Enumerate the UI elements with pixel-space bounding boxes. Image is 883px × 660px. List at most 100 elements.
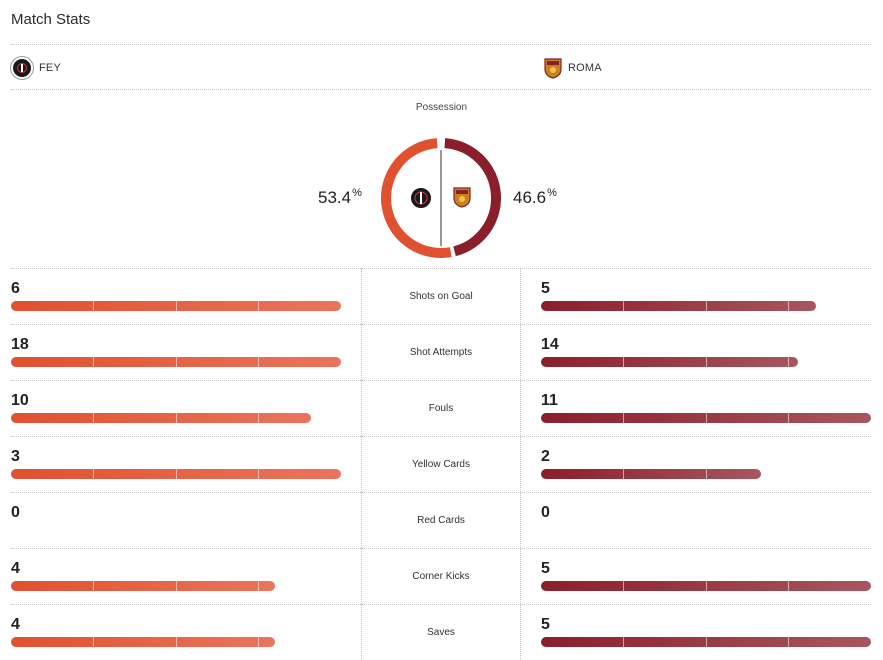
- bar-segment-divider: [93, 357, 94, 367]
- away-team: ROMA: [544, 57, 602, 79]
- bar-segment-divider: [258, 357, 259, 367]
- home-stat-value: 0: [11, 504, 20, 521]
- away-stat-bar: [541, 357, 798, 367]
- home-stat-value: 4: [11, 560, 20, 577]
- bar-segment-divider: [706, 637, 707, 647]
- bar-segment-divider: [788, 581, 789, 591]
- away-stat-bar: [541, 301, 816, 311]
- column-divider: [520, 324, 521, 380]
- column-divider: [361, 380, 362, 436]
- away-stat-value: 11: [541, 392, 558, 409]
- away-possession-arc: [444, 138, 501, 257]
- bar-segment-divider: [623, 581, 624, 591]
- divider: [11, 89, 871, 90]
- bar-segment-divider: [93, 637, 94, 647]
- column-divider: [361, 436, 362, 492]
- stat-row: 10 Fouls 11: [11, 380, 871, 436]
- home-stat-bar: [11, 357, 341, 367]
- column-divider: [361, 604, 362, 660]
- column-divider: [520, 548, 521, 604]
- away-possession-value: 46.6%: [513, 187, 557, 207]
- bar-segment-divider: [258, 469, 259, 479]
- bar-segment-divider: [258, 301, 259, 311]
- bar-segment-divider: [788, 637, 789, 647]
- home-team: FEY: [11, 57, 61, 79]
- bar-segment-divider: [176, 413, 177, 423]
- away-stat-value: 14: [541, 336, 559, 353]
- away-stat-bar: [541, 581, 871, 591]
- stat-label: Red Cards: [417, 515, 465, 526]
- away-stat-value: 2: [541, 448, 550, 465]
- bar-segment-divider: [788, 413, 789, 423]
- stat-label: Shot Attempts: [409, 347, 473, 358]
- bar-segment-divider: [706, 301, 707, 311]
- row-divider: [11, 492, 871, 493]
- home-stat-value: 3: [11, 448, 20, 465]
- bar-segment-divider: [93, 301, 94, 311]
- column-divider: [520, 492, 521, 548]
- home-stat-value: 6: [11, 280, 20, 297]
- home-stat-bar: [11, 637, 275, 647]
- home-possession-arc: [381, 138, 452, 258]
- away-stat-bar: [541, 637, 871, 647]
- row-divider: [11, 604, 871, 605]
- possession-donut-chart: [381, 138, 501, 258]
- bar-segment-divider: [258, 637, 259, 647]
- stat-row: 3 Yellow Cards 2: [11, 436, 871, 492]
- bar-segment-divider: [706, 469, 707, 479]
- column-divider: [361, 548, 362, 604]
- stat-label: Corner Kicks: [412, 571, 470, 582]
- feyenoord-crest-icon: [409, 186, 433, 210]
- bar-segment-divider: [93, 469, 94, 479]
- page-title: Match Stats: [11, 11, 91, 28]
- column-divider: [361, 492, 362, 548]
- home-stat-bar: [11, 301, 341, 311]
- bar-segment-divider: [623, 413, 624, 423]
- home-stat-value: 10: [11, 392, 29, 409]
- bar-segment-divider: [623, 469, 624, 479]
- home-stat-bar: [11, 469, 341, 479]
- bar-segment-divider: [176, 357, 177, 367]
- stat-row: 18 Shot Attempts 14: [11, 324, 871, 380]
- home-stat-bar: [11, 581, 275, 591]
- bar-segment-divider: [623, 357, 624, 367]
- feyenoord-crest-icon: [11, 57, 33, 79]
- bar-segment-divider: [788, 357, 789, 367]
- bar-segment-divider: [176, 301, 177, 311]
- away-stat-value: 5: [541, 280, 550, 297]
- away-stat-value: 0: [541, 504, 550, 521]
- bar-segment-divider: [176, 637, 177, 647]
- away-stat-value: 5: [541, 560, 550, 577]
- bar-segment-divider: [706, 581, 707, 591]
- stat-row: 0 Red Cards 0: [11, 492, 871, 548]
- row-divider: [11, 436, 871, 437]
- possession-label: Possession: [415, 102, 468, 113]
- stat-row: 4 Corner Kicks 5: [11, 548, 871, 604]
- away-stat-bar: [541, 413, 871, 423]
- column-divider: [361, 324, 362, 380]
- home-stat-bar: [11, 413, 311, 423]
- column-divider: [520, 604, 521, 660]
- row-divider: [11, 380, 871, 381]
- home-team-name: FEY: [39, 62, 61, 74]
- home-stat-value: 18: [11, 336, 29, 353]
- bar-segment-divider: [623, 301, 624, 311]
- stat-row: 6 Shots on Goal 5: [11, 268, 871, 324]
- bar-segment-divider: [623, 637, 624, 647]
- row-divider: [11, 268, 871, 269]
- stat-label: Fouls: [428, 403, 454, 414]
- home-possession-value: 53.4%: [318, 187, 362, 207]
- column-divider: [361, 268, 362, 324]
- row-divider: [11, 324, 871, 325]
- bar-segment-divider: [258, 581, 259, 591]
- home-stat-value: 4: [11, 616, 20, 633]
- stat-label: Shots on Goal: [409, 291, 473, 302]
- stat-label: Yellow Cards: [412, 459, 470, 470]
- stat-row: 4 Saves 5: [11, 604, 871, 660]
- away-team-name: ROMA: [568, 62, 602, 74]
- bar-segment-divider: [93, 413, 94, 423]
- column-divider: [520, 380, 521, 436]
- roma-crest-icon: [453, 187, 471, 208]
- column-divider: [520, 268, 521, 324]
- divider: [11, 44, 871, 45]
